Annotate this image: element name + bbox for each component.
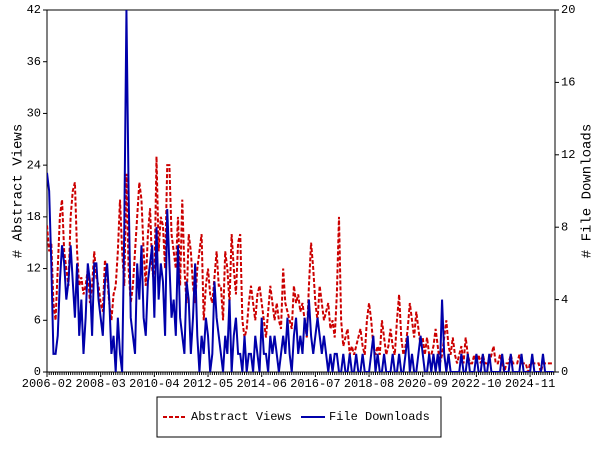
legend-label: File Downloads [329,410,430,424]
x-tick-label: 2008-03 [75,377,125,391]
y2-axis-label: # File Downloads [580,124,596,258]
x-tick-label: 2024-11 [505,377,555,391]
y2-tick-label: 4 [561,293,568,307]
series-line [47,10,554,372]
y2-tick-label: 8 [561,220,568,234]
y-tick-label: 12 [27,262,41,276]
y-tick-label: 42 [27,3,41,17]
legend-label: Abstract Views [191,410,292,424]
y-axis-label: # Abstract Views [11,124,27,258]
y-tick-label: 6 [34,313,41,327]
y2-tick-label: 12 [561,148,575,162]
y-tick-label: 0 [34,365,41,379]
y-tick-label: 30 [27,107,41,121]
x-tick-label: 2022-10 [451,377,501,391]
y-tick-label: 24 [27,158,41,172]
legend-box [156,396,442,438]
x-tick-label: 2006-02 [22,377,72,391]
x-tick-label: 2014-06 [236,377,286,391]
x-tick-label: 2016-07 [290,377,340,391]
y-tick-label: 18 [27,210,41,224]
x-tick-label: 2010-04 [129,377,179,391]
y-tick-label: 36 [27,55,41,69]
x-tick-label: 2012-05 [183,377,233,391]
x-tick-label: 2020-09 [398,377,448,391]
x-tick-label: 2018-08 [344,377,394,391]
y2-tick-label: 20 [561,3,575,17]
y2-tick-label: 16 [561,76,575,90]
y2-tick-label: 0 [561,365,568,379]
